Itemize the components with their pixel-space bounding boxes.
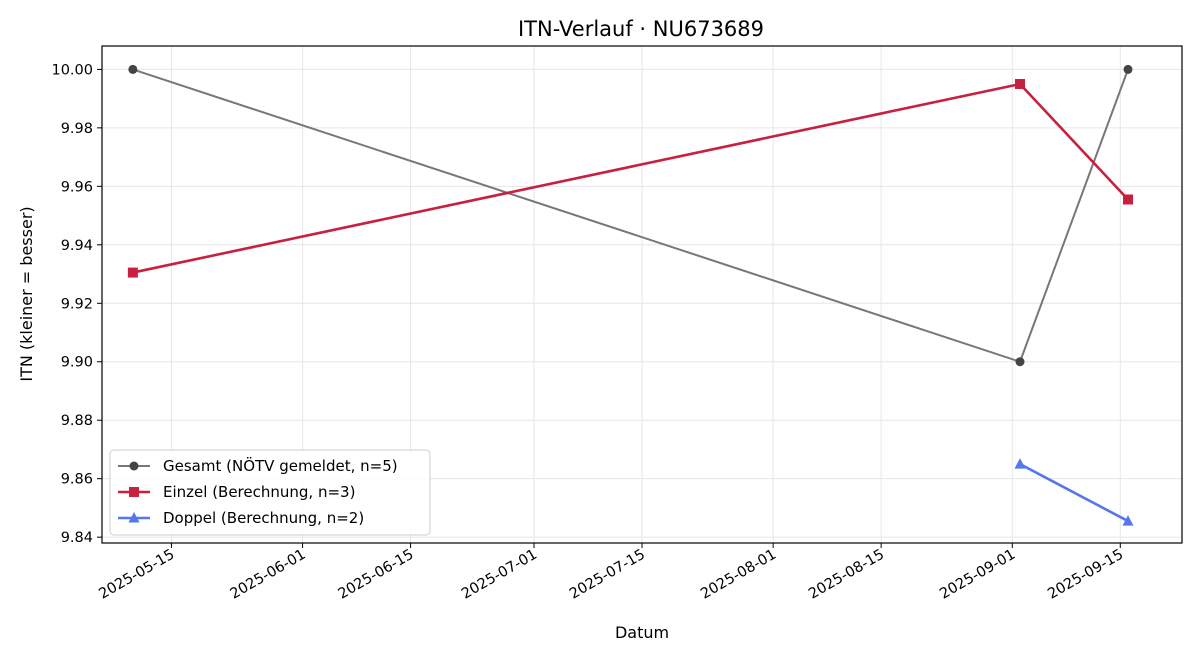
y-tick-label: 9.88 bbox=[61, 413, 93, 429]
series-line bbox=[132, 82, 1129, 274]
data-point bbox=[1123, 64, 1133, 74]
legend-item: Gesamt (NÖTV gemeldet, n=5) bbox=[118, 456, 398, 475]
x-tick-label: 2025-07-01 bbox=[459, 547, 540, 603]
y-tick-label: 9.98 bbox=[61, 121, 93, 137]
series-3 bbox=[1014, 458, 1134, 526]
legend-item: Einzel (Berechnung, n=3) bbox=[118, 483, 355, 501]
x-tick-label: 2025-06-15 bbox=[336, 547, 417, 603]
legend-marker bbox=[129, 461, 139, 471]
data-point bbox=[1122, 515, 1134, 526]
x-tick-label: 2025-07-15 bbox=[567, 547, 648, 603]
y-axis: 9.84 9.86 9.88 9.90 9.92 9.94 9.96 9.98 10.00 bbox=[51, 62, 102, 546]
y-tick-label: 9.84 bbox=[61, 530, 93, 546]
y-tick-label: 9.96 bbox=[61, 179, 93, 195]
legend-item: Doppel (Berechnung, n=2) bbox=[118, 509, 364, 527]
legend-label: Einzel (Berechnung, n=3) bbox=[163, 483, 355, 501]
x-tick-label: 2025-09-01 bbox=[937, 547, 1018, 603]
x-axis: 2025-05-15 2025-06-01 2025-06-15 2025-07-01… bbox=[96, 543, 1126, 603]
x-axis-label: Datum bbox=[615, 623, 669, 642]
data-point bbox=[128, 64, 138, 74]
data-point bbox=[1015, 79, 1025, 90]
legend: Gesamt (NÖTV gemeldet, n=5) Einzel (Berec… bbox=[109, 449, 431, 536]
chart-title: ITN-Verlauf · NU673689 bbox=[518, 17, 764, 41]
series-line bbox=[1019, 462, 1129, 523]
y-axis-label: ITN (kleiner = besser) bbox=[17, 206, 36, 381]
data-point bbox=[1014, 458, 1026, 469]
y-tick-label: 9.86 bbox=[61, 472, 93, 488]
y-tick-label: 9.94 bbox=[61, 238, 93, 254]
series-line bbox=[132, 68, 1129, 363]
data-point bbox=[1015, 357, 1025, 367]
x-tick-label: 2025-05-15 bbox=[96, 547, 177, 603]
legend-label: Doppel (Berechnung, n=2) bbox=[163, 509, 364, 527]
x-tick-label: 2025-08-15 bbox=[806, 547, 887, 603]
x-tick-label: 2025-08-01 bbox=[698, 547, 779, 603]
y-tick-label: 10.00 bbox=[51, 62, 93, 78]
y-tick-label: 9.90 bbox=[61, 355, 93, 371]
legend-marker bbox=[129, 487, 139, 497]
series-1 bbox=[128, 64, 1133, 367]
y-tick-label: 9.92 bbox=[61, 296, 93, 312]
legend-marker bbox=[128, 512, 140, 523]
series-layer bbox=[127, 64, 1134, 526]
series-2 bbox=[127, 79, 1133, 278]
legend-box bbox=[109, 449, 431, 536]
x-tick-label: 2025-09-15 bbox=[1045, 547, 1126, 603]
data-point bbox=[1123, 194, 1133, 205]
legend-label: Gesamt (NÖTV gemeldet, n=5) bbox=[163, 456, 398, 475]
data-point bbox=[127, 267, 138, 278]
x-tick-label: 2025-06-01 bbox=[228, 547, 309, 603]
